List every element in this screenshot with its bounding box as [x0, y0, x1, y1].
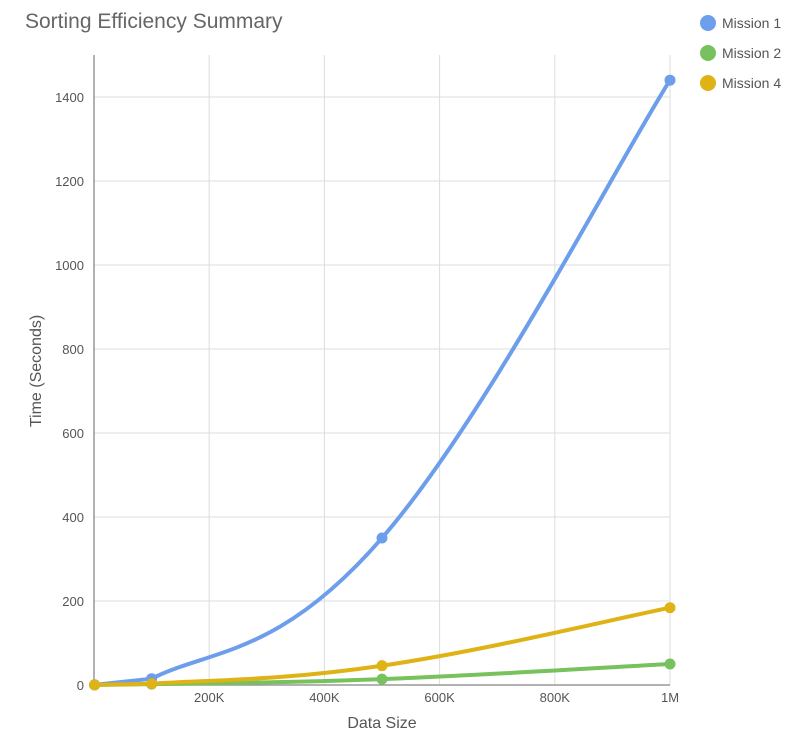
- data-point-3: [664, 602, 676, 614]
- x-tick-label: 600K: [424, 690, 455, 705]
- y-tick-label: 400: [62, 510, 84, 525]
- y-axis-title: Time (Seconds): [28, 315, 45, 427]
- legend: Mission 1 Mission 2 Mission 4: [700, 8, 781, 98]
- legend-item[interactable]: Mission 2: [700, 38, 781, 68]
- data-point-1: [664, 74, 676, 86]
- data-point-1: [376, 532, 388, 544]
- y-tick-label: 0: [77, 678, 84, 693]
- legend-label: Mission 2: [722, 45, 782, 61]
- data-point-2: [376, 673, 388, 685]
- tick-labels: 0 200 400 600 800 1000 1200 1400 200K 400K 600K 800…: [55, 90, 679, 705]
- axes: [93, 55, 670, 686]
- series-line-3: [92, 605, 672, 687]
- y-tick-label: 1200: [55, 174, 84, 189]
- legend-item[interactable]: Mission 4: [700, 68, 781, 98]
- x-axis-title: Data Size: [347, 715, 416, 732]
- x-tick-label: 1M: [661, 690, 679, 705]
- x-tick-label: 400K: [309, 690, 340, 705]
- legend-swatch: [700, 75, 716, 91]
- series-lines: [92, 78, 672, 687]
- legend-label: Mission 1: [722, 15, 782, 31]
- data-point-3: [146, 678, 158, 690]
- data-points: [89, 74, 676, 691]
- x-tick-label: 800K: [540, 690, 571, 705]
- grid-lines: [94, 55, 671, 685]
- y-tick-label: 800: [62, 342, 84, 357]
- data-point-2: [664, 658, 676, 670]
- legend-label: Mission 4: [722, 75, 782, 91]
- legend-item[interactable]: Mission 1: [700, 8, 781, 38]
- data-point-3: [89, 679, 101, 691]
- y-tick-label: 1400: [55, 90, 84, 105]
- y-tick-label: 600: [62, 426, 84, 441]
- legend-swatch: [700, 15, 716, 31]
- chart-title: Sorting Efficiency Summary: [25, 10, 283, 33]
- legend-swatch: [700, 45, 716, 61]
- data-point-3: [376, 660, 388, 672]
- series-line-1: [92, 78, 672, 687]
- y-tick-label: 1000: [55, 258, 84, 273]
- y-tick-label: 200: [62, 594, 84, 609]
- x-tick-label: 200K: [194, 690, 225, 705]
